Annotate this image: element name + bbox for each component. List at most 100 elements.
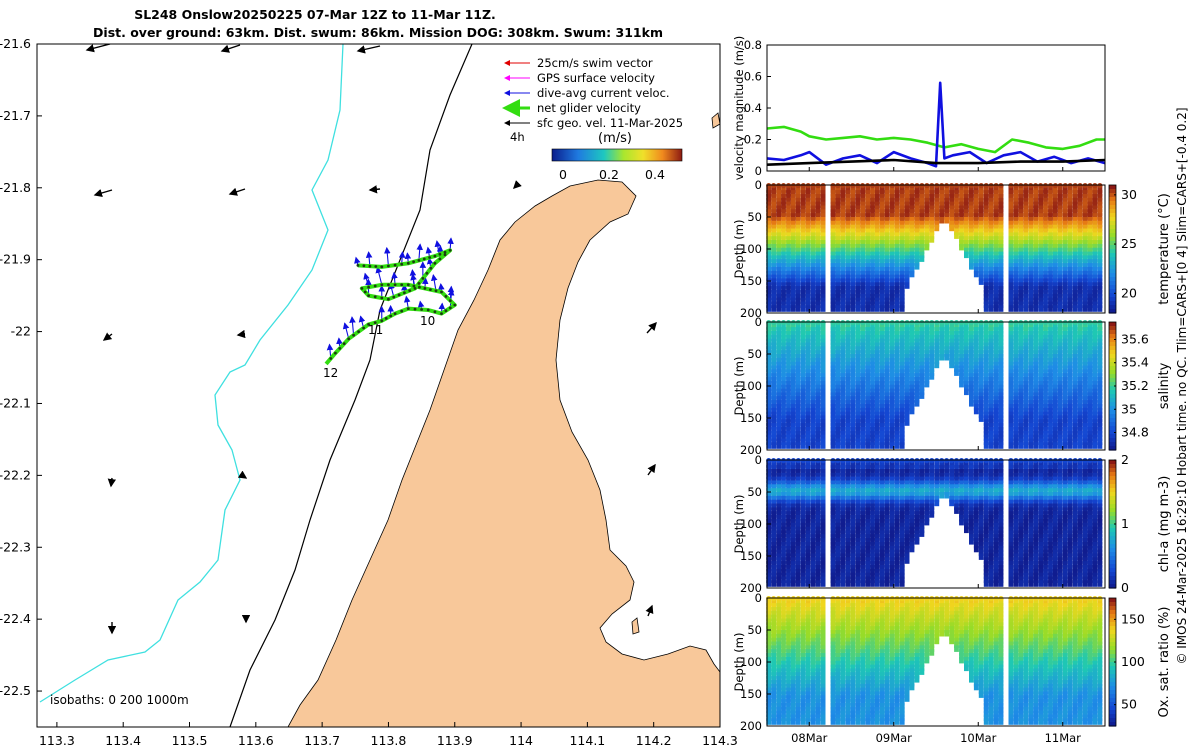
cast-sample	[1097, 331, 1103, 338]
cast-sample	[929, 338, 935, 346]
profile-cast	[855, 183, 861, 312]
cast-sample	[988, 384, 994, 392]
cast-sample	[1092, 442, 1098, 449]
cast-sample	[810, 557, 816, 564]
cast-sample	[815, 434, 821, 442]
cast-sample	[845, 576, 851, 583]
surface-sample	[800, 320, 806, 326]
cast-sample	[820, 251, 826, 259]
surface-sample	[780, 183, 787, 189]
cast-sample	[791, 270, 796, 278]
cast-sample	[766, 293, 772, 301]
cast-sample	[1028, 217, 1034, 224]
cast-sample	[1062, 331, 1068, 338]
profile-cast	[820, 458, 826, 587]
cast-sample	[880, 213, 885, 220]
cast-sample	[1092, 247, 1098, 255]
cast-sample	[993, 350, 999, 357]
profile-cast	[1018, 320, 1024, 449]
cast-sample	[1062, 327, 1068, 334]
cast-sample	[1038, 323, 1043, 330]
cast-sample	[1053, 205, 1058, 212]
cast-sample	[1023, 274, 1029, 282]
cast-sample	[830, 357, 836, 365]
cast-sample	[875, 427, 880, 434]
cast-sample	[781, 553, 786, 560]
cast-sample	[800, 572, 806, 580]
cast-sample	[815, 297, 821, 305]
cast-sample	[845, 568, 851, 576]
cast-sample	[776, 384, 781, 392]
cast-sample	[964, 224, 969, 232]
cast-sample	[1057, 297, 1063, 305]
cast-sample	[850, 213, 856, 220]
cast-sample	[1072, 377, 1078, 384]
cast-sample	[805, 568, 811, 576]
cast-sample	[835, 538, 841, 545]
track-dot	[448, 306, 452, 310]
cast-sample	[791, 251, 796, 259]
cast-sample	[850, 507, 856, 514]
cast-sample	[894, 334, 900, 342]
cast-sample	[988, 400, 994, 407]
cast-sample	[884, 259, 890, 266]
cast-sample	[1028, 286, 1034, 293]
cast-sample	[815, 392, 821, 399]
cast-sample	[810, 346, 816, 353]
cast-sample	[969, 365, 974, 372]
velocity-y-label: velocity magnitude (m/s)	[732, 36, 746, 181]
cast-sample	[815, 388, 821, 396]
cast-sample	[850, 465, 856, 472]
surface-sample	[1052, 183, 1058, 189]
cast-sample	[1053, 255, 1058, 262]
cast-sample	[810, 331, 816, 338]
profile-cast	[1052, 320, 1058, 449]
profile-cast	[850, 458, 856, 587]
cast-sample	[870, 403, 875, 411]
cast-sample	[1023, 205, 1029, 212]
cast-sample	[781, 415, 786, 422]
cast-sample	[880, 290, 885, 297]
cast-sample	[964, 388, 969, 396]
cast-sample	[875, 350, 880, 357]
cast-sample	[1013, 209, 1019, 216]
geo-arrow	[356, 45, 381, 54]
cast-sample	[855, 323, 861, 330]
cast-sample	[919, 236, 925, 243]
cast-sample	[964, 201, 969, 209]
cast-sample	[810, 419, 816, 426]
cast-sample	[835, 488, 841, 495]
cast-sample	[791, 427, 796, 434]
cast-sample	[954, 224, 959, 232]
cast-sample	[1057, 263, 1063, 270]
cast-sample	[1057, 350, 1063, 357]
cast-sample	[1077, 259, 1083, 266]
cast-sample	[1082, 255, 1088, 262]
cast-sample	[1018, 388, 1024, 396]
cast-sample	[810, 538, 816, 545]
cast-sample	[929, 331, 935, 338]
cast-sample	[988, 331, 994, 338]
cast-sample	[1013, 290, 1019, 297]
surface-sample	[899, 183, 905, 189]
surface-sample	[1077, 320, 1083, 326]
cast-sample	[771, 407, 776, 415]
cast-sample	[781, 255, 786, 262]
cast-sample	[845, 243, 851, 251]
cast-sample	[850, 224, 856, 232]
cast-sample	[1008, 427, 1014, 434]
cast-sample	[815, 442, 821, 449]
cast-sample	[776, 553, 781, 560]
cast-sample	[786, 365, 791, 372]
cast-sample	[1048, 442, 1053, 449]
cast-sample	[845, 194, 851, 201]
cast-sample	[909, 388, 915, 396]
legend-gps-label: GPS surface velocity	[537, 71, 655, 85]
cast-sample	[998, 327, 1004, 334]
cast-sample	[914, 354, 920, 361]
cast-sample	[781, 365, 786, 372]
cast-sample	[840, 224, 846, 232]
cast-sample	[1053, 380, 1058, 388]
cast-sample	[845, 438, 851, 445]
cast-sample	[1082, 323, 1088, 330]
